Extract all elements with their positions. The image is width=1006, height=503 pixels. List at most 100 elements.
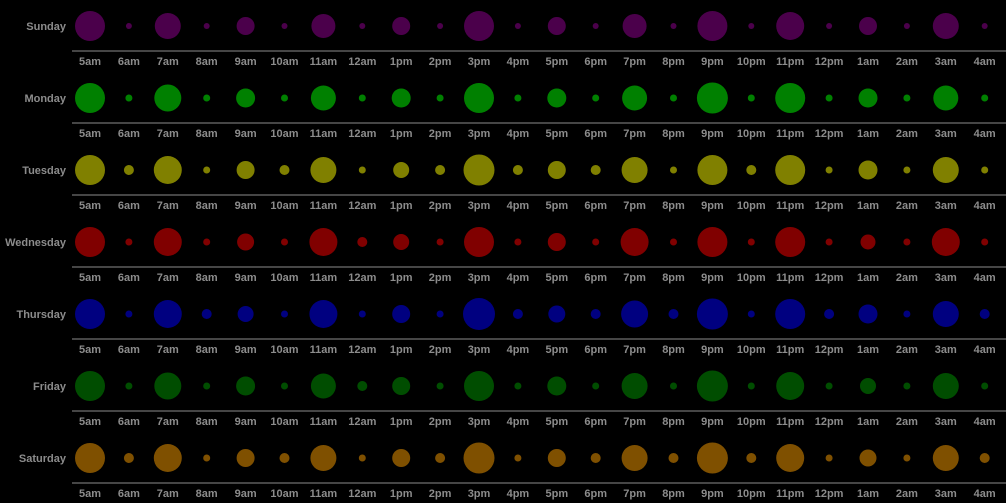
- bubble: [775, 299, 806, 329]
- x-tick-label: 3pm: [468, 272, 491, 284]
- bubble: [979, 453, 990, 463]
- x-tick-label: 7pm: [623, 128, 646, 140]
- x-tick-label: 3am: [935, 416, 957, 428]
- bubble: [123, 165, 134, 175]
- x-tick-label: 9pm: [701, 128, 724, 140]
- x-tick-label: 7pm: [623, 416, 646, 428]
- bubble: [860, 378, 876, 394]
- bubble: [281, 23, 288, 29]
- bubble: [670, 238, 677, 246]
- bubble: [310, 85, 336, 111]
- x-tick-label: 1pm: [390, 128, 413, 140]
- bubble: [436, 382, 444, 390]
- x-tick-label: 2am: [896, 488, 918, 500]
- bubble: [670, 166, 677, 174]
- x-tick-label: 8am: [196, 488, 218, 500]
- bubble: [858, 88, 878, 108]
- bubble: [903, 23, 910, 29]
- bubble: [237, 306, 254, 322]
- x-tick-label: 2am: [896, 200, 918, 212]
- bubble: [75, 443, 105, 473]
- x-tick-label: 12pm: [815, 128, 844, 140]
- x-tick-label: 10pm: [737, 128, 766, 140]
- x-tick-label: 3pm: [468, 416, 491, 428]
- bubble: [825, 238, 833, 246]
- bubble: [620, 228, 649, 256]
- bubble: [203, 166, 211, 174]
- x-tick-label: 4am: [974, 344, 996, 356]
- x-tick-label: 1pm: [390, 56, 413, 68]
- bubble: [310, 445, 337, 471]
- x-tick-label: 3am: [935, 56, 957, 68]
- bubble: [696, 298, 728, 330]
- x-tick-label: 6am: [118, 272, 140, 284]
- bubble: [547, 88, 567, 108]
- bubble: [979, 309, 990, 319]
- bubble: [668, 309, 679, 319]
- row-label: Saturday: [19, 453, 67, 465]
- x-tick-label: 6pm: [584, 272, 607, 284]
- bubble: [825, 94, 833, 102]
- bubble: [75, 371, 105, 401]
- x-tick-label: 5am: [79, 56, 101, 68]
- x-tick-label: 3pm: [468, 128, 491, 140]
- bubble: [776, 372, 805, 400]
- x-tick-label: 8am: [196, 200, 218, 212]
- x-tick-label: 4pm: [507, 488, 530, 500]
- x-tick-label: 3pm: [468, 488, 491, 500]
- x-tick-label: 6am: [118, 200, 140, 212]
- bubble: [392, 17, 411, 35]
- bubble: [670, 94, 677, 102]
- bubble: [981, 238, 989, 246]
- bubble: [547, 17, 566, 35]
- bubble: [463, 154, 495, 186]
- x-tick-label: 3pm: [468, 200, 491, 212]
- bubble: [775, 227, 806, 257]
- x-tick-label: 12am: [348, 128, 376, 140]
- bubble: [203, 382, 211, 390]
- x-tick-label: 12pm: [815, 200, 844, 212]
- bubble: [236, 161, 255, 179]
- x-tick-label: 11am: [310, 128, 338, 140]
- x-tick-label: 12am: [348, 200, 376, 212]
- x-tick-label: 9am: [235, 488, 257, 500]
- x-tick-label: 9am: [235, 416, 257, 428]
- bubble: [775, 155, 806, 185]
- bubble: [464, 11, 494, 41]
- bubble: [931, 228, 960, 256]
- bubble: [622, 14, 647, 38]
- x-tick-label: 2pm: [429, 56, 452, 68]
- x-tick-label: 6am: [118, 416, 140, 428]
- x-tick-label: 1am: [857, 200, 879, 212]
- bubble: [154, 84, 182, 112]
- x-tick-label: 3am: [935, 344, 957, 356]
- x-tick-label: 6am: [118, 128, 140, 140]
- x-tick-label: 6pm: [584, 200, 607, 212]
- x-tick-label: 10am: [270, 344, 298, 356]
- bubble: [203, 238, 211, 246]
- bubble: [359, 23, 366, 29]
- bubble: [514, 382, 522, 390]
- x-tick-label: 12pm: [815, 416, 844, 428]
- x-tick-label: 9pm: [701, 272, 724, 284]
- x-tick-label: 3am: [935, 488, 957, 500]
- x-tick-label: 11am: [310, 200, 338, 212]
- x-tick-label: 1am: [857, 344, 879, 356]
- x-tick-label: 1pm: [390, 272, 413, 284]
- bubble: [858, 160, 878, 180]
- x-tick-label: 10pm: [737, 488, 766, 500]
- bubble: [310, 157, 337, 183]
- x-tick-label: 2pm: [429, 344, 452, 356]
- x-tick-label: 10am: [270, 56, 298, 68]
- bubble: [903, 94, 911, 102]
- x-tick-label: 9pm: [701, 200, 724, 212]
- bubble: [903, 238, 911, 246]
- x-tick-label: 8am: [196, 272, 218, 284]
- bubble: [776, 444, 805, 472]
- x-tick-label: 9am: [235, 128, 257, 140]
- bubble: [514, 23, 521, 29]
- bubble: [125, 310, 133, 318]
- x-tick-label: 12am: [348, 272, 376, 284]
